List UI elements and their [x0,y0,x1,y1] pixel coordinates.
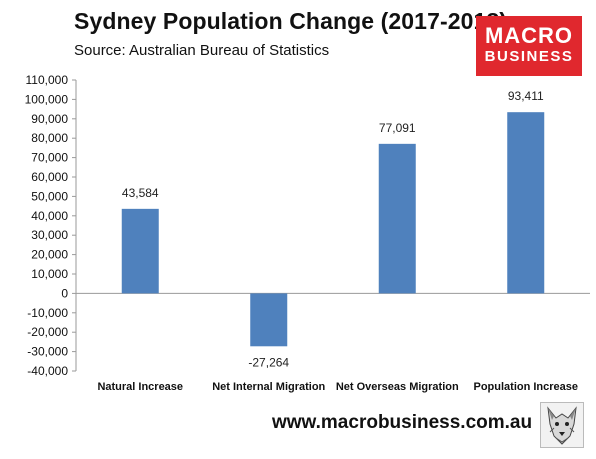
data-label: 93,411 [508,89,544,103]
macrobusiness-logo: MACRO BUSINESS [476,16,582,76]
y-tick-label: 10,000 [31,267,68,281]
category-label: Net Overseas Migration [336,381,459,393]
bar-natural-increase [121,208,159,294]
y-tick-label: 50,000 [31,189,68,203]
chart-source: Source: Australian Bureau of Statistics [74,42,330,59]
bar-chart: 110,000 100,000 90,000 80,000 70,000 60,000 50… [25,73,590,393]
bars [121,112,545,347]
logo-line-2: BUSINESS [484,48,574,65]
category-labels: Natural Increase Net Internal Migration Ne… [97,381,578,393]
y-tick-label: -30,000 [27,345,68,359]
website-url: www.macrobusiness.com.au [272,412,533,433]
logo-line-1: MACRO [484,23,574,48]
category-label: Population Increase [473,381,578,393]
y-tick-label: 40,000 [31,209,68,223]
data-labels: 43,584 -27,264 77,091 93,411 [122,89,544,369]
y-tick-label: -10,000 [27,306,68,320]
y-tick-label: 80,000 [31,131,68,145]
y-tick-label: 60,000 [31,170,68,184]
bar-population-increase [507,112,545,294]
y-tick-label: 70,000 [31,151,68,165]
wolf-icon [540,402,584,448]
y-tick-label: 100,000 [25,92,69,106]
y-tick-label: -40,000 [27,364,68,378]
data-label: -27,264 [248,355,289,369]
category-label: Net Internal Migration [212,381,325,393]
chart-title: Sydney Population Change (2017-2018) [74,8,508,34]
y-tick-label: 30,000 [31,228,68,242]
bar-net-overseas-migration [378,143,416,294]
y-tick-label: 110,000 [26,73,69,87]
category-label: Natural Increase [97,381,183,393]
data-label: 77,091 [379,121,416,135]
y-axis: 110,000 100,000 90,000 80,000 70,000 60,000 50… [25,73,590,378]
bar-net-internal-migration [250,293,288,347]
y-tick-label: 0 [61,286,68,300]
y-tick-label: 20,000 [31,248,68,262]
data-label: 43,584 [122,186,159,200]
y-tick-label: -20,000 [27,325,68,339]
y-tick-label: 90,000 [31,112,68,126]
